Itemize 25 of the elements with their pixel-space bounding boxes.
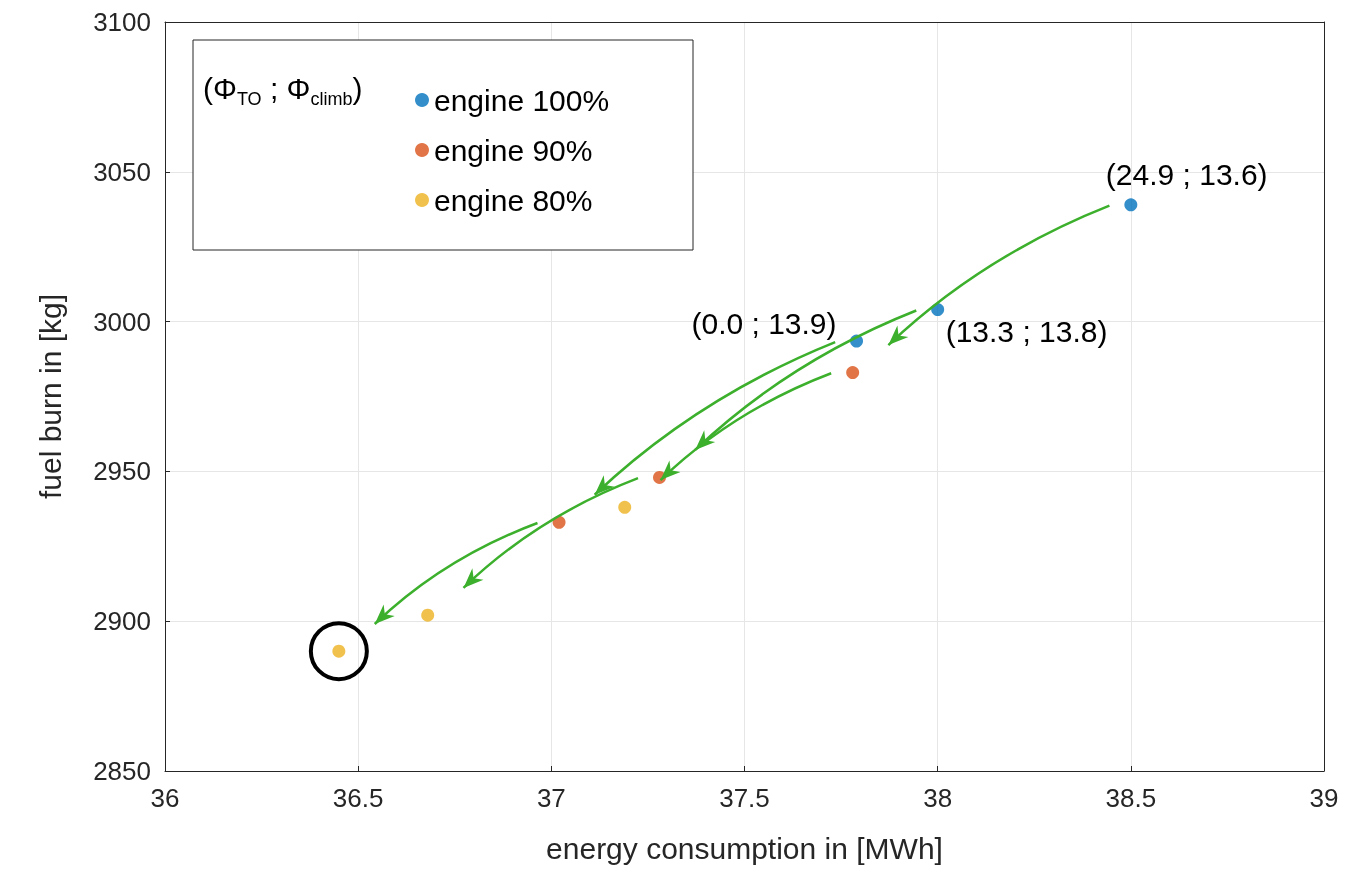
x-tick-label: 36 (150, 783, 180, 813)
point (618, 500, 632, 514)
x-tick-label: 37 (536, 783, 566, 813)
x-tick-label: 36.5 (332, 783, 384, 813)
x-tick-label: 37.5 (719, 783, 770, 813)
x-tick-label: 39 (1309, 783, 1339, 813)
annotation: (24.9 ; 13.6) (1105, 158, 1268, 192)
point (1124, 198, 1138, 212)
point (846, 366, 860, 380)
y-tick-label: 2950 (93, 456, 151, 487)
y-axis-title: fuel burn in [kg] (33, 293, 67, 500)
y-tick-label: 2850 (93, 756, 151, 786)
annotation: (0.0 ; 13.9) (691, 306, 837, 340)
legend-label: engine 90% (434, 133, 593, 167)
y-tick-label: 2900 (93, 606, 151, 637)
legend-label: engine 100% (434, 83, 610, 117)
y-tick-label: 3000 (93, 306, 151, 337)
y-tick-label: 3100 (93, 7, 151, 37)
legend-label: engine 80% (434, 183, 593, 217)
point (421, 608, 435, 622)
x-axis-title: energy consumption in [MWh] (546, 831, 943, 865)
x-tick-label: 38.5 (1105, 783, 1157, 813)
x-tick-label: 38 (923, 783, 953, 813)
annotation: (13.3 ; 13.8) (945, 315, 1108, 349)
y-tick-label: 3050 (93, 156, 151, 187)
